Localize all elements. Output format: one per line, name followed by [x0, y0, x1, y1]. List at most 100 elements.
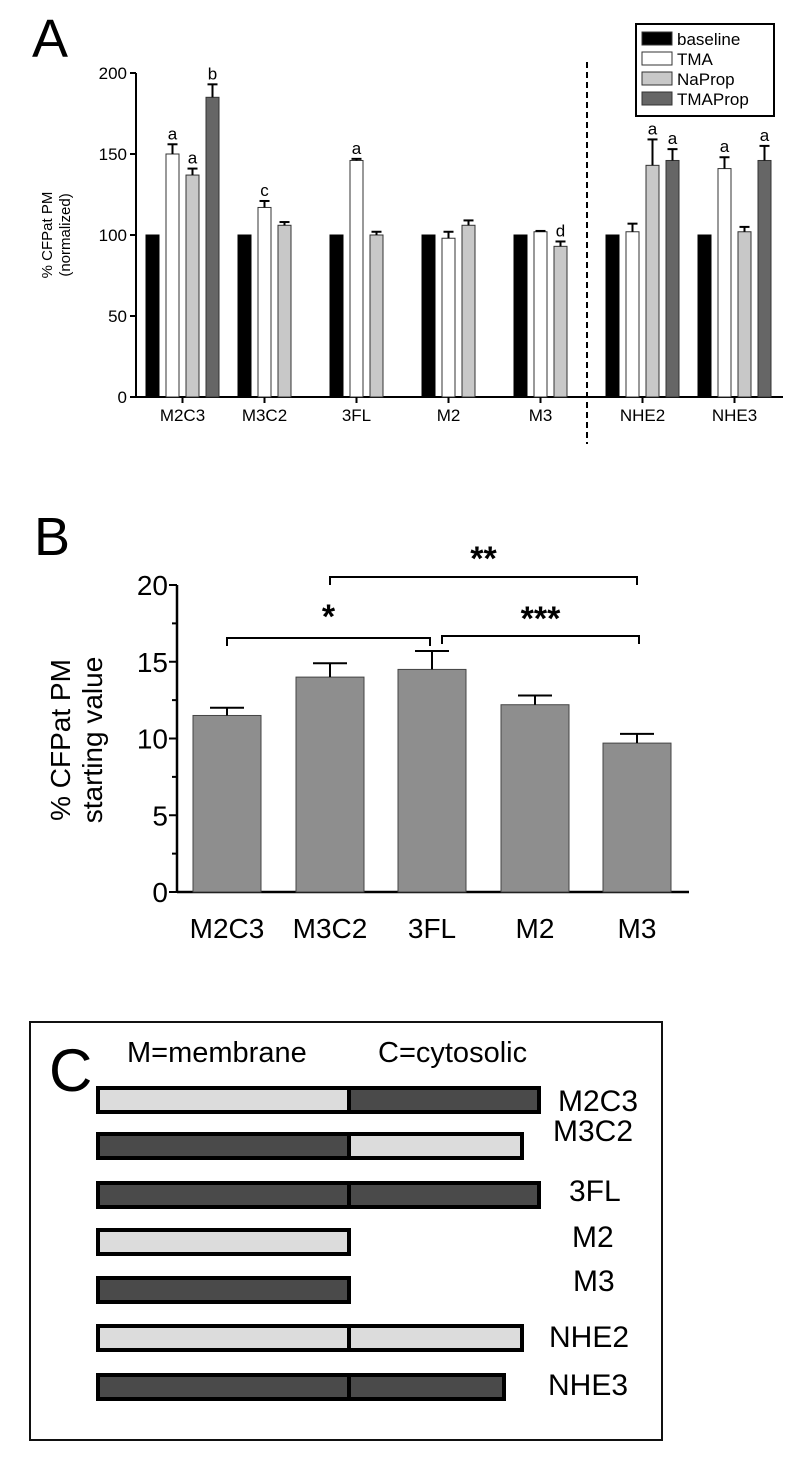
bar-NHE2-TMA	[625, 222, 640, 398]
domain-divider	[347, 1090, 351, 1110]
significance-letter: b	[208, 64, 217, 83]
legend-swatch-baseline	[641, 31, 673, 46]
bar-NHE2-baseline	[605, 234, 620, 398]
membrane-domain	[100, 1185, 347, 1205]
x-tick-label: 3FL	[408, 913, 456, 944]
legend-label: TMAProp	[677, 90, 749, 109]
domain-divider	[347, 1136, 351, 1156]
bar-3FL-NaProp	[369, 230, 384, 398]
significance-bracket	[441, 635, 640, 644]
panel-c-schematic: C M=membrane C=cytosolic M2C3 M3C2 3FL M2 M3…	[29, 1021, 663, 1441]
legend-label: TMA	[677, 50, 714, 69]
bar-NHE2-NaProp	[645, 138, 660, 398]
y-tick-label: 0	[152, 877, 168, 908]
x-tick-label: M2	[516, 913, 555, 944]
cytosolic-domain	[351, 1185, 537, 1205]
membrane-domain	[100, 1280, 347, 1300]
x-tick-label: M2C3	[190, 913, 265, 944]
bar-NHE3-NaProp	[737, 225, 752, 398]
panel-b-letter: B	[34, 507, 71, 567]
construct-label: M3	[573, 1265, 615, 1298]
bar-M3C2-baseline	[237, 234, 252, 398]
significance-letter: a	[188, 149, 198, 168]
construct-label: M2	[572, 1221, 614, 1254]
construct-bar-M3C2	[96, 1132, 524, 1160]
construct-bar-M2C3	[96, 1086, 541, 1114]
bar-NHE2-TMAProp	[665, 148, 680, 398]
x-tick-label: M3	[529, 406, 553, 425]
significance-letter: a	[760, 126, 770, 145]
x-tick-label: M2	[437, 406, 461, 425]
bar-M3-TMA	[533, 229, 548, 398]
construct-bar-NHE3	[96, 1373, 506, 1401]
significance-letter: a	[720, 137, 730, 156]
membrane-domain	[100, 1136, 347, 1156]
y-tick-label: 100	[99, 226, 127, 245]
significance-stars: ***	[521, 600, 561, 638]
significance-letter: d	[556, 221, 565, 240]
y-tick-label: 150	[99, 145, 127, 164]
bar-M3-NaProp	[553, 240, 568, 398]
cytosolic-domain	[351, 1328, 520, 1348]
x-tick-label: M3C2	[293, 913, 368, 944]
construct-label: 3FL	[569, 1175, 621, 1208]
significance-letter: a	[168, 124, 178, 143]
bar-M3C2-TMA	[257, 199, 272, 398]
x-tick-label: NHE3	[712, 406, 757, 425]
construct-bar-M3	[96, 1276, 351, 1304]
construct-label: M2C3	[558, 1085, 639, 1118]
cytosolic-domain	[351, 1090, 537, 1110]
y-tick-label: 20	[137, 570, 168, 601]
bar-NHE3-TMA	[717, 156, 732, 398]
membrane-legend: M=membrane	[127, 1037, 307, 1069]
construct-bar-M2	[96, 1228, 351, 1256]
significance-bracket	[226, 637, 431, 646]
construct-bar-3FL	[96, 1181, 541, 1209]
y-tick-label: 0	[118, 388, 127, 407]
y-tick-label: 15	[137, 647, 168, 678]
y-tick-label: 5	[152, 800, 168, 831]
y-tick-label: 200	[99, 64, 127, 83]
significance-bracket	[329, 576, 638, 585]
y-axis-label: % CFPat PMstarting value	[45, 657, 108, 824]
bar-M2	[500, 694, 570, 893]
panel-a-letter: A	[32, 9, 69, 69]
cytosolic-legend: C=cytosolic	[378, 1037, 528, 1069]
significance-letter: a	[648, 119, 658, 138]
legend-label: NaProp	[677, 70, 735, 89]
domain-divider	[347, 1328, 351, 1348]
bar-M2-TMA	[441, 230, 456, 398]
x-tick-label: M3C2	[242, 406, 287, 425]
bar-NHE3-baseline	[697, 234, 712, 398]
bar-3FL	[397, 650, 467, 893]
x-tick-label: M2C3	[160, 406, 205, 425]
bar-M3-baseline	[513, 234, 528, 398]
bar-M2-baseline	[421, 234, 436, 398]
cytosolic-domain	[351, 1136, 520, 1156]
construct-label: NHE2	[549, 1321, 630, 1354]
construct-bar-NHE2	[96, 1324, 524, 1352]
bar-M2C3-baseline	[145, 234, 160, 398]
significance-letter: c	[260, 181, 269, 200]
bar-M2-NaProp	[461, 219, 476, 398]
membrane-domain	[100, 1377, 347, 1397]
bar-M3C2-NaProp	[277, 221, 292, 398]
significance-stars: **	[470, 540, 497, 578]
membrane-domain	[100, 1090, 347, 1110]
bar-M2C3-NaProp	[185, 167, 200, 398]
legend-label: baseline	[677, 30, 740, 49]
construct-label: NHE3	[548, 1369, 629, 1402]
bar-M2C3-TMA	[165, 143, 180, 398]
y-axis-label: % CFPat PM(normalized)	[39, 192, 74, 279]
bar-M3C2	[295, 662, 365, 893]
bar-M3	[602, 732, 672, 893]
legend-swatch-NaProp	[641, 71, 673, 86]
legend-swatch-TMAProp	[641, 91, 673, 106]
bar-M2C3	[192, 706, 262, 893]
y-tick-label: 50	[108, 307, 127, 326]
domain-divider	[347, 1185, 351, 1205]
significance-letter: a	[352, 139, 362, 158]
membrane-domain	[100, 1232, 347, 1252]
